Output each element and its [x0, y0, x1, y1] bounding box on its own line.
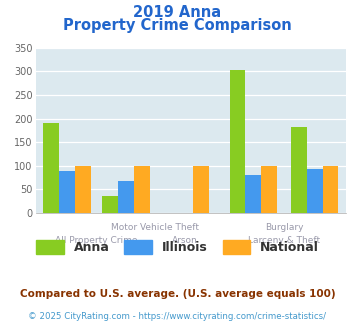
Text: © 2025 CityRating.com - https://www.cityrating.com/crime-statistics/: © 2025 CityRating.com - https://www.city… — [28, 312, 327, 321]
Text: Larceny & Theft: Larceny & Theft — [248, 236, 320, 245]
Text: All Property Crime: All Property Crime — [55, 236, 138, 245]
Bar — [323, 166, 338, 213]
Bar — [134, 166, 149, 213]
Bar — [307, 170, 323, 213]
Bar — [43, 123, 59, 213]
Bar — [261, 166, 277, 213]
Text: Compared to U.S. average. (U.S. average equals 100): Compared to U.S. average. (U.S. average … — [20, 289, 335, 299]
Bar — [59, 171, 75, 213]
Bar — [102, 196, 118, 213]
Text: Property Crime Comparison: Property Crime Comparison — [63, 18, 292, 33]
Text: Arson: Arson — [172, 236, 198, 245]
Bar — [193, 166, 208, 213]
Legend: Anna, Illinois, National: Anna, Illinois, National — [31, 235, 324, 259]
Bar — [230, 71, 245, 213]
Bar — [118, 181, 134, 213]
Bar — [291, 127, 307, 213]
Text: 2019 Anna: 2019 Anna — [133, 5, 222, 20]
Text: Burglary: Burglary — [265, 223, 303, 232]
Bar — [245, 175, 261, 213]
Bar — [75, 166, 91, 213]
Text: Motor Vehicle Theft: Motor Vehicle Theft — [111, 223, 200, 232]
